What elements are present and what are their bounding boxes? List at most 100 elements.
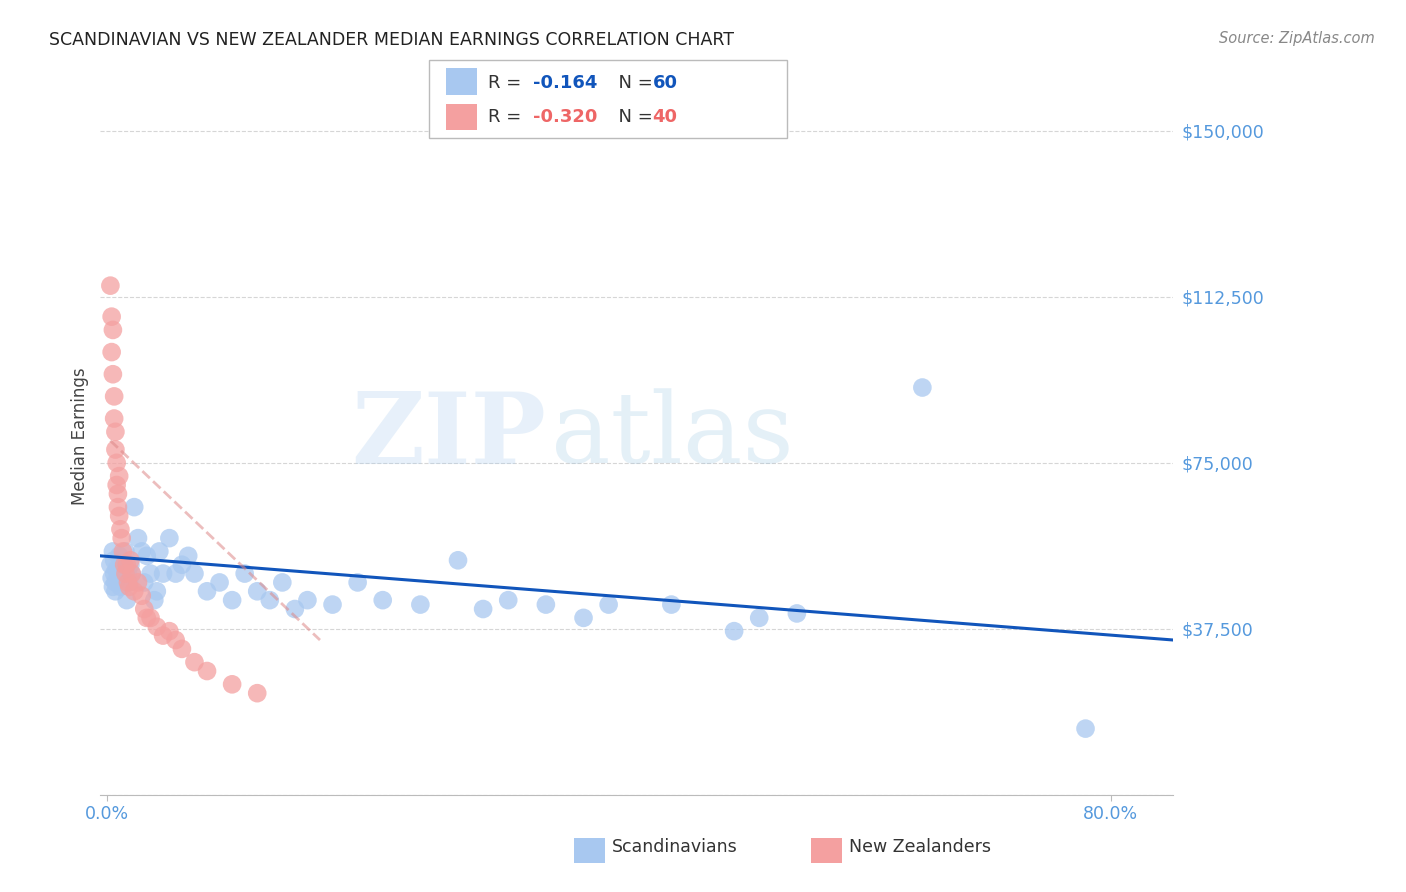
Point [100,571,122,585]
Text: N =: N = [607,74,659,92]
Point [131,544,153,558]
Point [105,562,128,576]
Point [118,580,141,594]
Point [120,553,142,567]
Text: -0.320: -0.320 [533,109,598,127]
Point [152,566,174,581]
Y-axis label: Median Earnings: Median Earnings [72,368,89,505]
Text: Scandinavians: Scandinavians [612,838,737,856]
Point [120,558,142,572]
Text: 40: 40 [652,109,678,127]
Point [127,531,149,545]
Point [786,607,808,621]
Point [121,566,143,581]
Point [195,664,218,678]
Point [117,575,139,590]
Point [534,598,557,612]
Point [284,602,307,616]
Point [134,602,156,616]
Point [409,598,432,612]
Point [259,593,281,607]
Point [107,487,129,501]
Point [496,593,519,607]
Point [105,478,128,492]
Point [103,566,125,581]
Point [111,571,134,585]
Point [105,456,128,470]
Point [246,584,269,599]
Point [1074,722,1097,736]
Point [322,598,344,612]
Point [108,508,131,523]
Point [100,558,122,572]
Point [110,522,132,536]
Point [183,655,205,669]
Text: 60: 60 [652,74,678,92]
Point [371,593,394,607]
Text: R =: R = [488,74,527,92]
Point [108,469,131,483]
Point [208,575,231,590]
Point [246,686,269,700]
Point [346,575,368,590]
Point [139,611,162,625]
Point [127,575,149,590]
Point [157,531,180,545]
Point [104,425,127,439]
Text: SCANDINAVIAN VS NEW ZEALANDER MEDIAN EARNINGS CORRELATION CHART: SCANDINAVIAN VS NEW ZEALANDER MEDIAN EAR… [49,31,734,49]
Text: New Zealanders: New Zealanders [849,838,991,856]
Point [100,278,122,293]
Point [165,566,187,581]
Point [110,580,132,594]
Point [101,323,124,337]
Point [104,584,127,599]
Point [101,368,124,382]
Point [152,629,174,643]
Point [101,544,124,558]
Point [183,566,205,581]
Point [170,641,193,656]
Point [131,589,153,603]
Point [104,575,127,590]
Point [135,549,157,563]
Point [170,558,193,572]
Point [148,544,170,558]
Point [115,593,138,607]
Point [107,500,129,515]
Point [297,593,319,607]
Point [472,602,495,616]
Point [103,411,125,425]
Point [723,624,745,639]
Point [134,575,156,590]
Point [111,544,134,558]
Point [177,549,200,563]
Point [114,544,136,558]
Point [114,566,136,581]
Point [100,310,122,324]
Point [748,611,770,625]
Point [146,584,169,599]
Text: ZIP: ZIP [350,388,546,484]
Point [157,624,180,639]
Text: -0.164: -0.164 [533,74,598,92]
Point [146,620,169,634]
Point [107,566,129,581]
Point [195,584,218,599]
Point [572,611,595,625]
Point [661,598,683,612]
Point [139,566,162,581]
Point [122,500,145,515]
Point [447,553,470,567]
Point [221,593,243,607]
Point [117,566,139,581]
Point [104,442,127,457]
Point [112,558,135,572]
Point [221,677,243,691]
Point [111,558,134,572]
Point [101,580,124,594]
Point [271,575,294,590]
Point [100,345,122,359]
Point [111,531,134,545]
Point [911,380,934,394]
Point [103,389,125,403]
